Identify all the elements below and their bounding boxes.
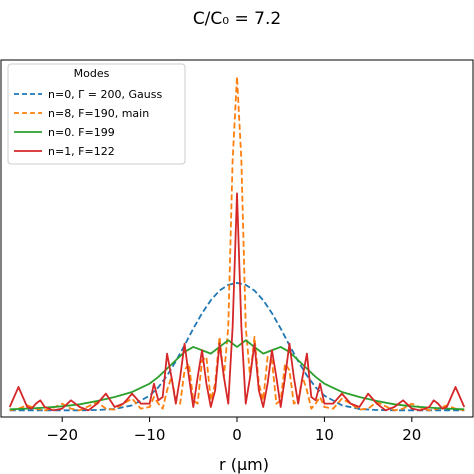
series-line-2 xyxy=(9,75,465,412)
legend-label-3: n=0. F=199 xyxy=(48,126,115,139)
x-axis-label: r (μm) xyxy=(219,455,269,474)
chart-title: C/C₀ = 7.2 xyxy=(193,9,281,29)
legend: Modes n=0, Γ = 200, Gauss n=8, F=190, main… xyxy=(7,63,186,165)
legend-label-4: n=1, F=122 xyxy=(48,145,115,158)
legend-label-2: n=8, F=190, main xyxy=(48,107,149,120)
legend-title: Modes xyxy=(74,67,110,80)
x-tick-label: −10 xyxy=(134,426,166,444)
x-tick-label: 10 xyxy=(315,426,334,444)
legend-label-1: n=0, Γ = 200, Gauss xyxy=(48,88,162,101)
x-tick-label: −20 xyxy=(46,426,78,444)
x-tick-label: 20 xyxy=(402,426,421,444)
series-line-3 xyxy=(9,339,465,411)
series-layer xyxy=(8,75,466,412)
x-axis: −20 −10 0 10 20 xyxy=(46,417,421,444)
legend-box xyxy=(7,63,186,165)
x-tick-label: 0 xyxy=(232,426,242,444)
series-line-4 xyxy=(8,192,466,412)
